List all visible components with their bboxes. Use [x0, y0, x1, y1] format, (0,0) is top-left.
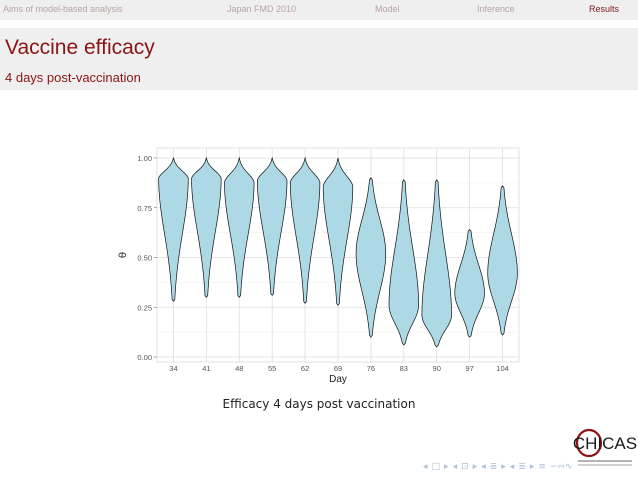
- x-tick-label: 83: [400, 364, 408, 373]
- y-tick-label: 0.50: [137, 254, 152, 263]
- slide-title: Vaccine efficacy: [5, 36, 155, 59]
- beamer-navigation-symbols[interactable]: ◂ □ ▸ ◂ ⊡ ▸ ◂ ≣ ▸ ◂ ≣ ▸ ≡ ∽∾∿: [423, 462, 577, 472]
- x-tick-label: 97: [465, 364, 473, 373]
- nav-symbol-5[interactable]: ▸: [472, 462, 478, 472]
- y-tick-label: 0.00: [137, 353, 152, 362]
- violin-day-48: [224, 156, 255, 298]
- violin-day-69: [322, 157, 354, 306]
- nav-symbol-6[interactable]: ◂: [481, 462, 486, 472]
- nav-symbol-7[interactable]: ≣: [489, 462, 498, 472]
- logo-text: CHICAS: [573, 434, 637, 453]
- x-tick-label: 48: [235, 364, 243, 373]
- nav-symbol-12[interactable]: ≡: [538, 462, 546, 472]
- violin-day-76: [355, 177, 387, 338]
- x-tick-label: 34: [169, 364, 177, 373]
- x-tick-label: 104: [496, 364, 509, 373]
- violin-day-83: [388, 179, 419, 346]
- nav-symbol-11[interactable]: ▸: [529, 462, 535, 472]
- violin-day-41: [191, 156, 222, 298]
- x-tick-label: 62: [301, 364, 309, 373]
- x-tick-label: 55: [268, 364, 276, 373]
- violin-day-90: [421, 179, 452, 348]
- nav-symbol-4[interactable]: ⊡: [461, 462, 469, 472]
- navigation-bar: Aims of model-based analysis Japan FMD 2…: [0, 0, 638, 20]
- violin-day-62: [289, 156, 321, 304]
- nav-symbol-0[interactable]: ◂: [423, 462, 428, 472]
- nav-symbol-9[interactable]: ◂: [509, 462, 515, 472]
- x-tick-label: 41: [202, 364, 210, 373]
- x-tick-label: 69: [334, 364, 342, 373]
- y-tick-label: 1.00: [137, 154, 152, 163]
- slide-subtitle: 4 days post-vaccination: [5, 70, 141, 85]
- nav-symbol-3[interactable]: ◂: [452, 462, 458, 472]
- nav-symbol-2[interactable]: ▸: [444, 462, 449, 472]
- violin-day-97: [454, 229, 485, 338]
- x-tick-label: 90: [433, 364, 441, 373]
- figure-caption: Efficacy 4 days post vaccination: [222, 397, 416, 411]
- violin-day-34: [158, 156, 189, 302]
- nav-tab-japan-fmd[interactable]: Japan FMD 2010: [227, 4, 297, 14]
- nav-tab-aims[interactable]: Aims of model-based analysis: [3, 4, 123, 14]
- violin-day-55: [257, 156, 288, 296]
- y-tick-label: 0.25: [137, 303, 152, 312]
- nav-symbol-13[interactable]: ∽∾∿: [549, 462, 573, 472]
- y-axis-label: θ: [118, 252, 129, 258]
- nav-tab-results[interactable]: Results: [589, 4, 620, 14]
- nav-symbol-8[interactable]: ▸: [501, 462, 506, 472]
- nav-tab-inference[interactable]: Inference: [477, 4, 515, 14]
- violin-day-104: [487, 185, 518, 336]
- nav-symbol-1[interactable]: □: [431, 462, 441, 472]
- x-axis-label: Day: [329, 374, 347, 385]
- nav-tab-model[interactable]: Model: [375, 4, 400, 14]
- y-tick-label: 0.75: [137, 204, 152, 213]
- x-tick-label: 76: [367, 364, 375, 373]
- nav-symbol-10[interactable]: ≣: [518, 462, 526, 472]
- title-bar: [0, 28, 638, 90]
- chicas-logo: CHICAS: [573, 428, 637, 466]
